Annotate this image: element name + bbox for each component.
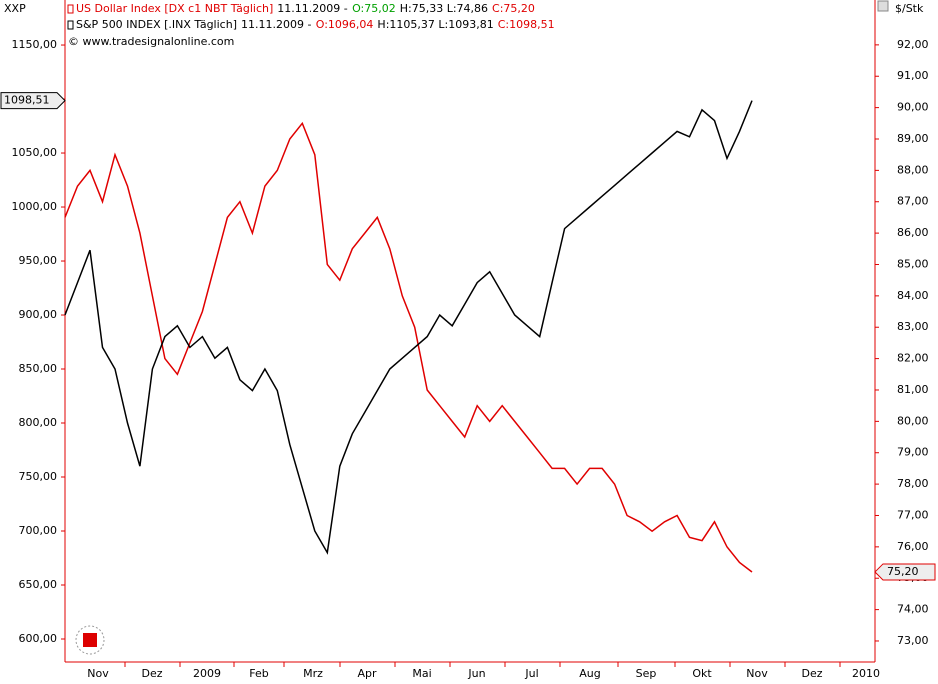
x-tick-label: Jul [524,667,538,680]
legend-info: 11.11.2009 - [277,2,348,15]
y2-tick-label: 87,00 [897,195,929,208]
y2-tick-label: 73,00 [897,634,929,647]
y2-tick-label: 84,00 [897,289,929,302]
legend-swatch [67,20,74,30]
y-tick-label: 850,00 [19,362,58,375]
y2-tick-label: 78,00 [897,477,929,490]
legend-info: 11.11.2009 - [241,18,312,31]
legend-info: O:1096,04 [316,18,374,31]
y2-tick-label: 81,00 [897,383,929,396]
close-button[interactable] [877,0,889,12]
y2-tick-label: 89,00 [897,132,929,145]
y2-tick-label: 80,00 [897,414,929,427]
y-tick-label: 750,00 [19,470,58,483]
series-line [64,100,753,555]
legend-info: C:1098,51 [498,18,555,31]
y-tick-label: 1050,00 [12,146,58,159]
y2-tick-label: 83,00 [897,320,929,333]
x-tick-label: Jun [467,667,485,680]
x-tick-label: Mai [412,667,431,680]
y-tick-label: 950,00 [19,254,58,267]
x-tick-label: Okt [692,667,712,680]
x-tick-label: Apr [357,667,377,680]
y-tick-label: 800,00 [19,416,58,429]
y-tick-label: 700,00 [19,524,58,537]
x-tick-label: 2010 [852,667,880,680]
y2-tick-label: 90,00 [897,101,929,114]
legend-entry: US Dollar Index [DX c1 NBT Täglich] 11.11… [76,2,535,15]
legend-entry: S&P 500 INDEX [.INX Täglich] 11.11.2009 -… [76,18,555,31]
y2-tick-label: 77,00 [897,508,929,521]
x-tick-label: Feb [249,667,268,680]
x-tick-label: Mrz [303,667,323,680]
x-tick-label: Aug [579,667,600,680]
y2-tick-label: 86,00 [897,226,929,239]
y2-tick-label: 76,00 [897,540,929,553]
x-tick-label: Sep [636,667,657,680]
y2-tick-label: 88,00 [897,163,929,176]
x-tick-label: Nov [87,667,109,680]
series-line [64,121,753,573]
copyright: © www.tradesignalonline.com [68,35,234,48]
y-tick-label: 1000,00 [12,200,58,213]
last-value-box [0,92,66,110]
legend-info: H:75,33 L:74,86 [400,2,488,15]
legend-info: H:1105,37 L:1093,81 [377,18,493,31]
y2-tick-label: 79,00 [897,446,929,459]
y-tick-label: 900,00 [19,308,58,321]
legend-name: US Dollar Index [DX c1 NBT Täglich] [76,2,273,15]
legend-swatch [67,4,74,14]
y-tick-label: 1150,00 [12,38,58,51]
y2-tick-label: 85,00 [897,257,929,270]
y2-tick-label: 91,00 [897,69,929,82]
last-value-box [874,563,936,581]
y-tick-label: 650,00 [19,578,58,591]
last-value-label: 1098,51 [4,94,50,107]
legend-info: O:75,02 [352,2,396,15]
y-tick-label: 600,00 [19,632,58,645]
x-tick-label: Dez [801,667,822,680]
y2-tick-label: 82,00 [897,352,929,365]
corner-right: $/Stk [895,2,924,15]
y2-tick-label: 92,00 [897,38,929,51]
logo [75,625,105,655]
last-value-label: 75,20 [887,565,919,578]
legend-name: S&P 500 INDEX [.INX Täglich] [76,18,237,31]
legend-info: C:75,20 [492,2,535,15]
y2-tick-label: 74,00 [897,603,929,616]
corner-left[interactable]: XXP [4,2,26,15]
x-tick-label: Nov [746,667,768,680]
x-tick-label: Dez [141,667,162,680]
x-tick-label: 2009 [193,667,221,680]
